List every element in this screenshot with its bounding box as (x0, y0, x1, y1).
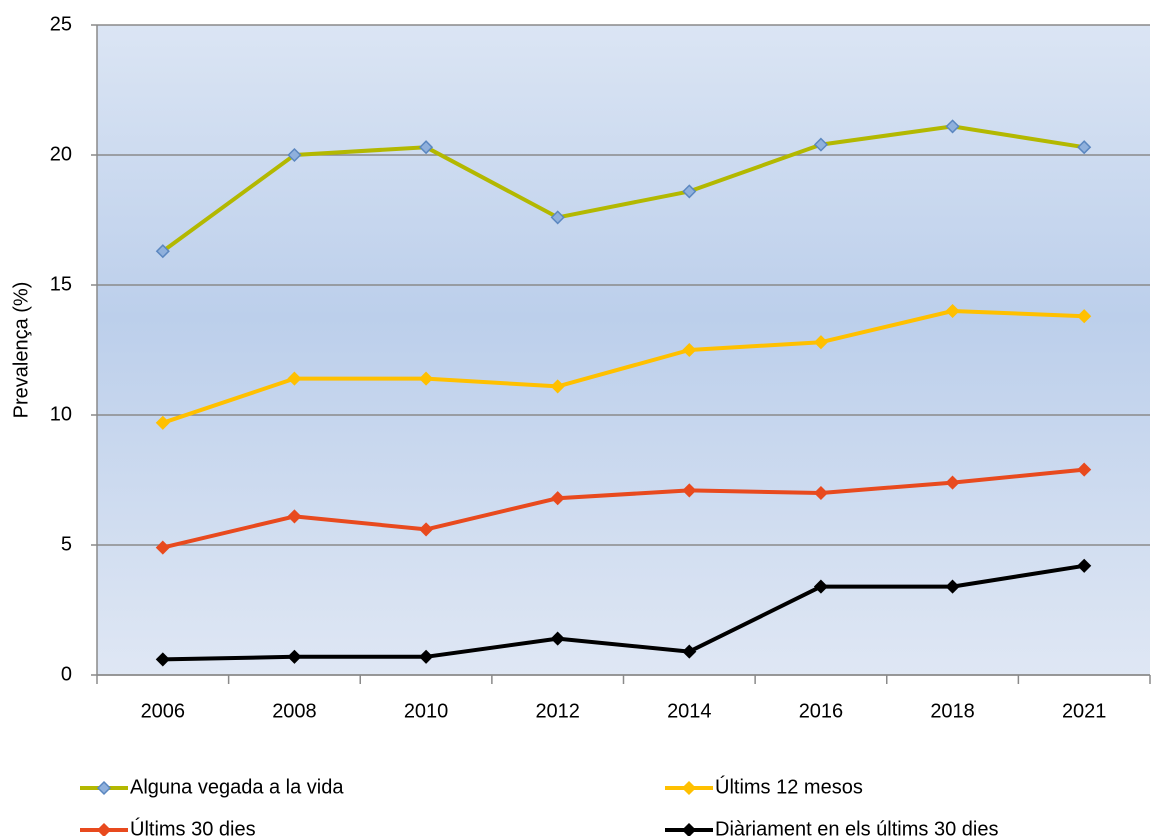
x-tick-label: 2008 (272, 700, 317, 722)
data-point (945, 303, 960, 319)
data-point (419, 371, 434, 386)
legend-marker (681, 822, 697, 836)
legend-label: Últims 12 mesos (715, 775, 863, 798)
data-point (419, 522, 434, 537)
data-point (155, 244, 170, 259)
data-point (1077, 462, 1092, 477)
data-point (287, 371, 302, 386)
data-point (155, 415, 170, 430)
x-tick-label: 2012 (535, 700, 580, 722)
data-point (682, 184, 697, 199)
data-point (1077, 309, 1092, 324)
data-point (945, 475, 960, 490)
data-point (155, 540, 170, 555)
y-tick-label: 10 (50, 403, 72, 425)
data-point (1077, 140, 1092, 155)
x-tick-label: 2021 (1062, 700, 1107, 722)
data-point (550, 379, 565, 394)
x-tick-label: 2010 (404, 700, 449, 722)
data-point (682, 644, 697, 659)
y-tick-label: 20 (50, 143, 72, 165)
y-tick-label: 25 (50, 13, 72, 35)
data-point (550, 631, 565, 646)
data-point (813, 335, 828, 350)
data-point (287, 147, 302, 163)
legend-label: Últims 30 dies (130, 817, 256, 836)
x-tick-label: 2016 (799, 700, 844, 722)
x-tick-label: 2018 (930, 700, 975, 722)
y-tick-label: 15 (50, 273, 72, 295)
x-tick-label: 2006 (141, 700, 186, 722)
legend-label: Diàriament en els últims 30 dies (715, 818, 998, 836)
x-tick-label: 2014 (667, 700, 712, 722)
data-point (682, 483, 697, 498)
series-line (162, 563, 1085, 662)
plot-area (97, 25, 1150, 675)
series-line (162, 467, 1085, 550)
data-point (287, 509, 302, 524)
legend-marker (96, 822, 112, 836)
data-point (155, 652, 170, 667)
legend-marker (681, 780, 697, 796)
data-point (682, 342, 697, 358)
data-point (550, 210, 565, 225)
data-point (813, 137, 828, 152)
data-point (813, 579, 828, 594)
data-point (419, 649, 434, 664)
data-point (813, 485, 828, 501)
data-point (550, 491, 565, 506)
data-point (945, 119, 960, 134)
data-point (287, 649, 302, 664)
data-point (419, 140, 434, 155)
legend-label: Alguna vegada a la vida (130, 776, 344, 798)
data-point (1077, 558, 1092, 573)
y-tick-label: 0 (61, 663, 72, 685)
series-line (162, 309, 1085, 425)
y-axis-label: Prevalença (%) (10, 282, 32, 419)
legend-marker (96, 780, 112, 796)
y-tick-label: 5 (61, 533, 72, 555)
data-point (945, 579, 960, 594)
series-line (161, 124, 1085, 253)
